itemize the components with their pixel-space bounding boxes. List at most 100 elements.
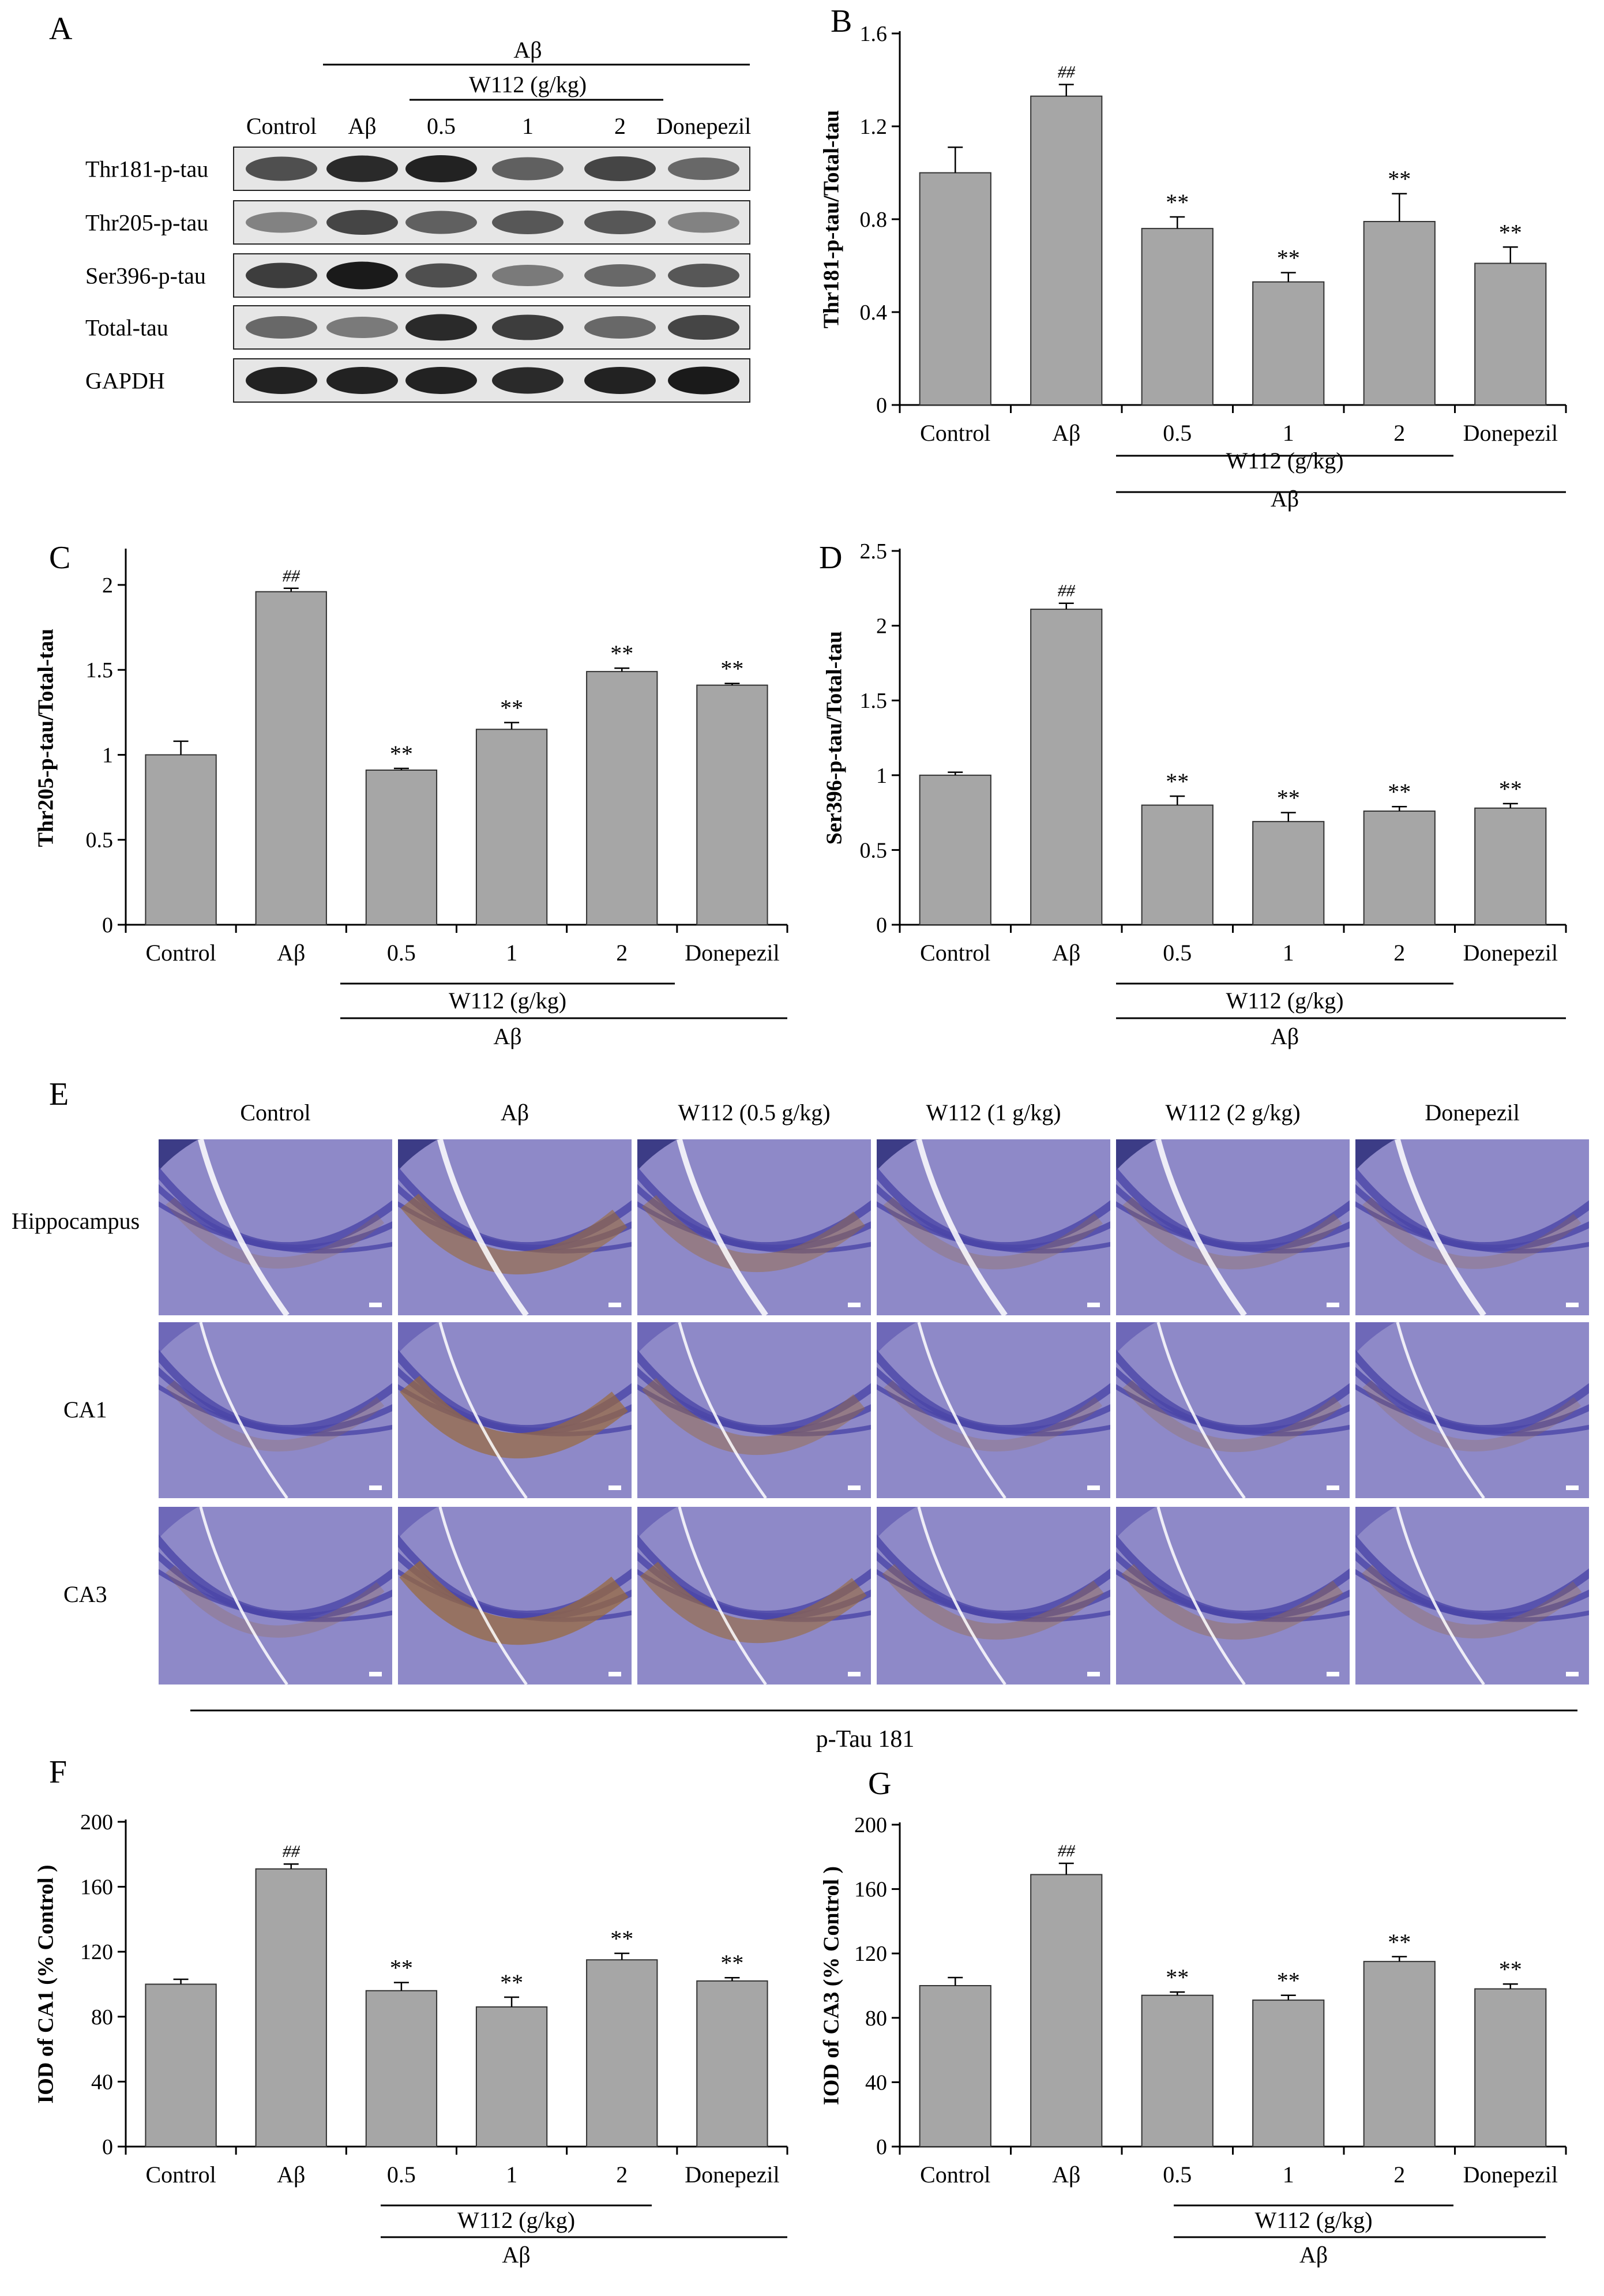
ihc-scale-bar: [848, 1672, 861, 1676]
ihc-scale-bar: [1566, 1485, 1579, 1490]
ihc-tile: [1355, 1322, 1589, 1498]
bar: [696, 1980, 768, 2148]
bar: [919, 774, 991, 926]
ihc-tissue: [398, 1322, 632, 1498]
bar: [1363, 1961, 1436, 2147]
ihc-scale-bar: [1087, 1485, 1100, 1490]
y-tick-label: 1.6: [860, 22, 888, 46]
significance-mark: **: [500, 695, 523, 721]
blot-band: [326, 367, 398, 394]
ihc-scale-bar: [369, 1303, 382, 1307]
abeta-group-label: Aβ: [1271, 486, 1299, 512]
significance-mark: ##: [1058, 63, 1076, 82]
bar: [365, 769, 438, 925]
significance-mark: **: [610, 640, 633, 666]
significance-mark: ##: [283, 567, 300, 586]
ihc-tile: [1116, 1507, 1350, 1685]
blot-row-label: Thr205-p-tau: [85, 210, 208, 236]
significance-mark: **: [1388, 1929, 1411, 1955]
significance-mark: ##: [1058, 581, 1076, 601]
y-tick-label: 2: [102, 573, 113, 598]
ihc-tile: [159, 1507, 392, 1685]
w112-group-label: W112 (g/kg): [457, 2207, 575, 2233]
ihc-tile: [637, 1139, 871, 1315]
panel-letter: F: [49, 1754, 67, 1790]
y-tick-label: 1.5: [86, 658, 114, 682]
y-tick-label: 1: [876, 764, 887, 788]
significance-mark: **: [1277, 785, 1300, 811]
ihc-tile: [877, 1139, 1110, 1315]
blot-row-label: Total-tau: [85, 315, 168, 341]
bar: [475, 2006, 548, 2147]
ihc-staining: [166, 1380, 385, 1452]
ihc-column-labels: Control Aβ W112 (0.5 g/kg) W112 (1 g/kg) W11…: [240, 1100, 1519, 1126]
bar: [255, 591, 327, 925]
ihc-staining: [166, 1565, 385, 1638]
blot-band: [584, 367, 656, 394]
x-tick-label: 0.5: [1163, 420, 1192, 446]
bar: [1363, 811, 1436, 926]
ihc-tissue: [877, 1507, 1110, 1685]
blot-band: [584, 211, 656, 234]
significance-mark: **: [1277, 1968, 1300, 1994]
blot-band: [584, 264, 656, 287]
y-tick-label: 160: [854, 1878, 887, 1902]
x-tick-label: 1: [506, 940, 517, 966]
w112-group-label: W112 (g/kg): [1226, 448, 1343, 474]
ihc-tissue: [398, 1507, 632, 1685]
ihc-tissue: [1355, 1507, 1589, 1685]
blot-band: [246, 212, 317, 233]
ihc-scale-bar: [1327, 1485, 1339, 1490]
bar: [255, 1868, 327, 2147]
significance-mark: **: [1499, 219, 1522, 245]
y-tick-label: 120: [80, 1940, 113, 1964]
bar: [1252, 821, 1325, 925]
ihc-staining: [640, 1562, 867, 1644]
ihc-scale-bar: [1566, 1672, 1579, 1676]
ihc-scale-bar: [608, 1672, 621, 1676]
significance-mark: **: [1277, 245, 1300, 271]
w112-group-label: W112 (g/kg): [449, 988, 566, 1014]
ihc-cell-layer: [1116, 1201, 1350, 1254]
y-tick-label: 120: [854, 1942, 887, 1966]
ihc-tile: [159, 1139, 392, 1315]
ihc-column-label: W112 (2 g/kg): [1165, 1100, 1300, 1126]
blot-row-label: GAPDH: [85, 368, 165, 394]
bar: [1030, 1874, 1103, 2147]
ihc-scale-bar: [608, 1303, 621, 1307]
x-tick-label: 1: [506, 2162, 517, 2188]
ihc-tile: [637, 1322, 871, 1498]
bar: [475, 729, 548, 925]
panel-letter: B: [831, 3, 852, 39]
panel-letter: C: [49, 540, 70, 576]
ihc-cell-layer: [1355, 1201, 1589, 1254]
y-tick-label: 0: [876, 2135, 887, 2159]
ihc-tissue-tear: [199, 1322, 288, 1498]
ihc-cell-layer: [159, 1201, 392, 1254]
ihc-staining: [400, 1375, 628, 1459]
ihc-tissue: [637, 1507, 871, 1685]
y-axis-label: IOD of CA3 (% Control ): [819, 1866, 843, 2105]
x-tick-label: 2: [1393, 420, 1405, 446]
ihc-column-label: Donepezil: [1425, 1100, 1519, 1126]
blot-row-label: Ser396-p-tau: [85, 263, 206, 289]
blot-band: [405, 155, 477, 182]
ihc-scale-bar: [848, 1303, 861, 1307]
y-tick-label: 0.4: [860, 301, 888, 325]
abeta-group-label: Aβ: [502, 2242, 530, 2268]
ihc-row-label: CA1: [63, 1397, 107, 1423]
ihc-scale-bar: [848, 1485, 861, 1490]
ihc-staining: [641, 1195, 865, 1273]
y-axis-label: Ser396-p-tau/Total-tau: [822, 631, 846, 845]
bar: [919, 172, 991, 406]
blot-strip: [233, 253, 750, 298]
ihc-tissue-tear: [678, 1507, 767, 1685]
ihc-scale-bar: [369, 1485, 382, 1490]
bar: [1141, 804, 1214, 926]
blot-rows: Thr181-p-tau Thr205-p-tau Ser396-p-tau Tota…: [85, 147, 750, 403]
blot-band: [405, 263, 477, 288]
ihc-staining: [399, 1560, 629, 1645]
blot-band: [492, 314, 564, 340]
significance-mark: **: [1166, 1964, 1189, 1990]
y-tick-label: 0.8: [860, 208, 888, 232]
